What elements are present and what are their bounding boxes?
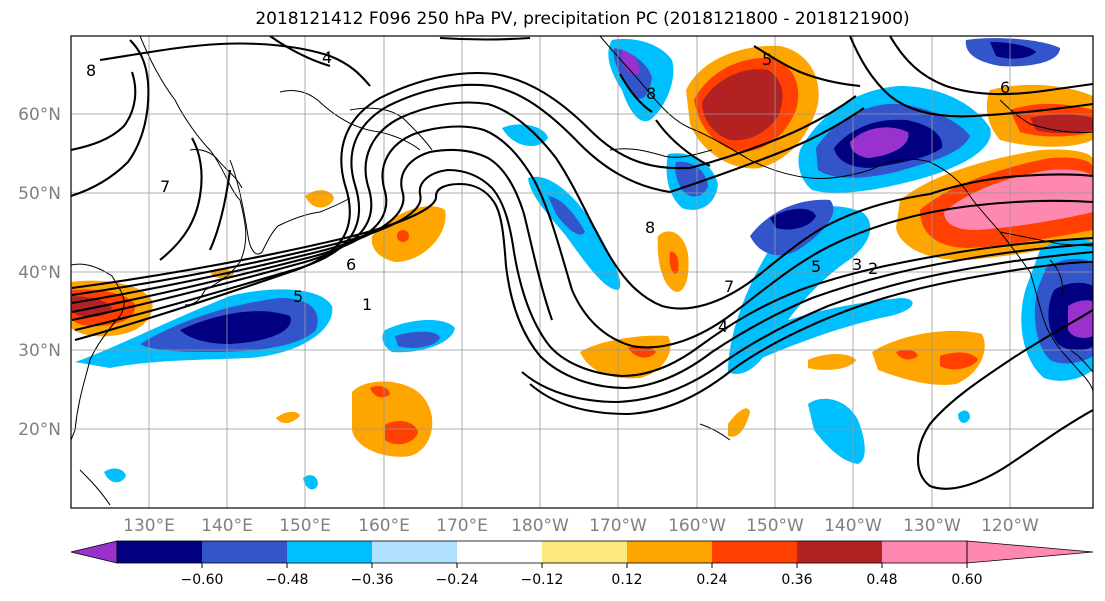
contour-label: 6 <box>1000 78 1010 97</box>
colorbar-swatch <box>627 541 712 563</box>
colorbar-tick-label: −0.12 <box>521 572 564 588</box>
colorbar-tick-label: −0.60 <box>181 572 224 588</box>
map-frame <box>70 35 1094 509</box>
contour-label: 5 <box>762 50 772 69</box>
colorbar-swatch <box>70 540 118 564</box>
colorbar-tick-label: 0.36 <box>781 572 812 588</box>
contour-label: 3 <box>852 255 862 274</box>
colorbar-tick-label: −0.36 <box>351 572 394 588</box>
colorbar-swatch <box>797 541 882 563</box>
contour-label: 8 <box>86 61 96 80</box>
contour-label: 7 <box>160 177 170 196</box>
colorbar: −0.60 −0.48 −0.36 −0.24 −0.12 0.12 0.24 … <box>70 540 1094 588</box>
colorbar-tick-label: −0.48 <box>266 572 309 588</box>
contour-label: 6 <box>346 255 356 274</box>
lon-label: 140°E <box>201 516 253 536</box>
contour-label: 7 <box>724 277 734 296</box>
contour-label: 4 <box>718 317 728 336</box>
colorbar-swatch <box>542 541 627 563</box>
contour-labels: 4 8 7 6 5 1 8 7 5 3 2 4 5 6 8 <box>86 48 1010 336</box>
contour-label: 2 <box>868 259 878 278</box>
lat-label: 30°N <box>18 341 61 361</box>
contour-label: 8 <box>646 84 656 103</box>
lon-label: 170°W <box>589 516 647 536</box>
lon-label: 140°W <box>824 516 882 536</box>
contour-label: 5 <box>293 287 303 306</box>
coastlines <box>71 36 1093 506</box>
colorbar-tick-label: 0.24 <box>696 572 727 588</box>
contour-label: 1 <box>362 295 372 314</box>
contour-label: 8 <box>645 218 655 237</box>
colorbar-swatch <box>712 541 797 563</box>
colorbar-tick-label: 0.12 <box>611 572 642 588</box>
colorbar-tick-label: 0.60 <box>951 572 982 588</box>
lon-label: 120°W <box>981 516 1039 536</box>
contour-label: 5 <box>811 257 821 276</box>
colorbar-swatch <box>287 541 372 563</box>
lon-label: 130°E <box>123 516 175 536</box>
lon-label: 160°E <box>358 516 410 536</box>
lat-label: 50°N <box>18 184 61 204</box>
lon-label: 180°W <box>511 516 569 536</box>
colorbar-swatch <box>882 541 967 563</box>
colorbar-swatch <box>457 541 542 563</box>
lon-label: 130°W <box>903 516 961 536</box>
colorbar-tick-label: −0.24 <box>436 572 479 588</box>
colorbar-swatch <box>372 541 457 563</box>
latitude-labels: 20°N 30°N 40°N 50°N 60°N <box>18 105 61 440</box>
lon-label: 170°E <box>436 516 488 536</box>
lat-label: 40°N <box>18 263 61 283</box>
colorbar-swatch <box>966 540 1094 564</box>
longitude-labels: 130°E 140°E 150°E 160°E 170°E 180°W 170°… <box>123 516 1039 536</box>
pv-contours <box>71 36 1093 490</box>
contour-label: 4 <box>322 48 332 67</box>
lon-label: 150°E <box>279 516 331 536</box>
lon-label: 150°W <box>746 516 804 536</box>
colorbar-swatch <box>202 541 287 563</box>
colorbar-swatch <box>117 541 202 563</box>
map-title: 2018121412 F096 250 hPa PV, precipitatio… <box>255 9 910 29</box>
lon-label: 160°W <box>668 516 726 536</box>
colorbar-tick-label: 0.48 <box>866 572 897 588</box>
lat-label: 20°N <box>18 420 61 440</box>
lat-label: 60°N <box>18 105 61 125</box>
gridlines <box>71 36 1093 508</box>
